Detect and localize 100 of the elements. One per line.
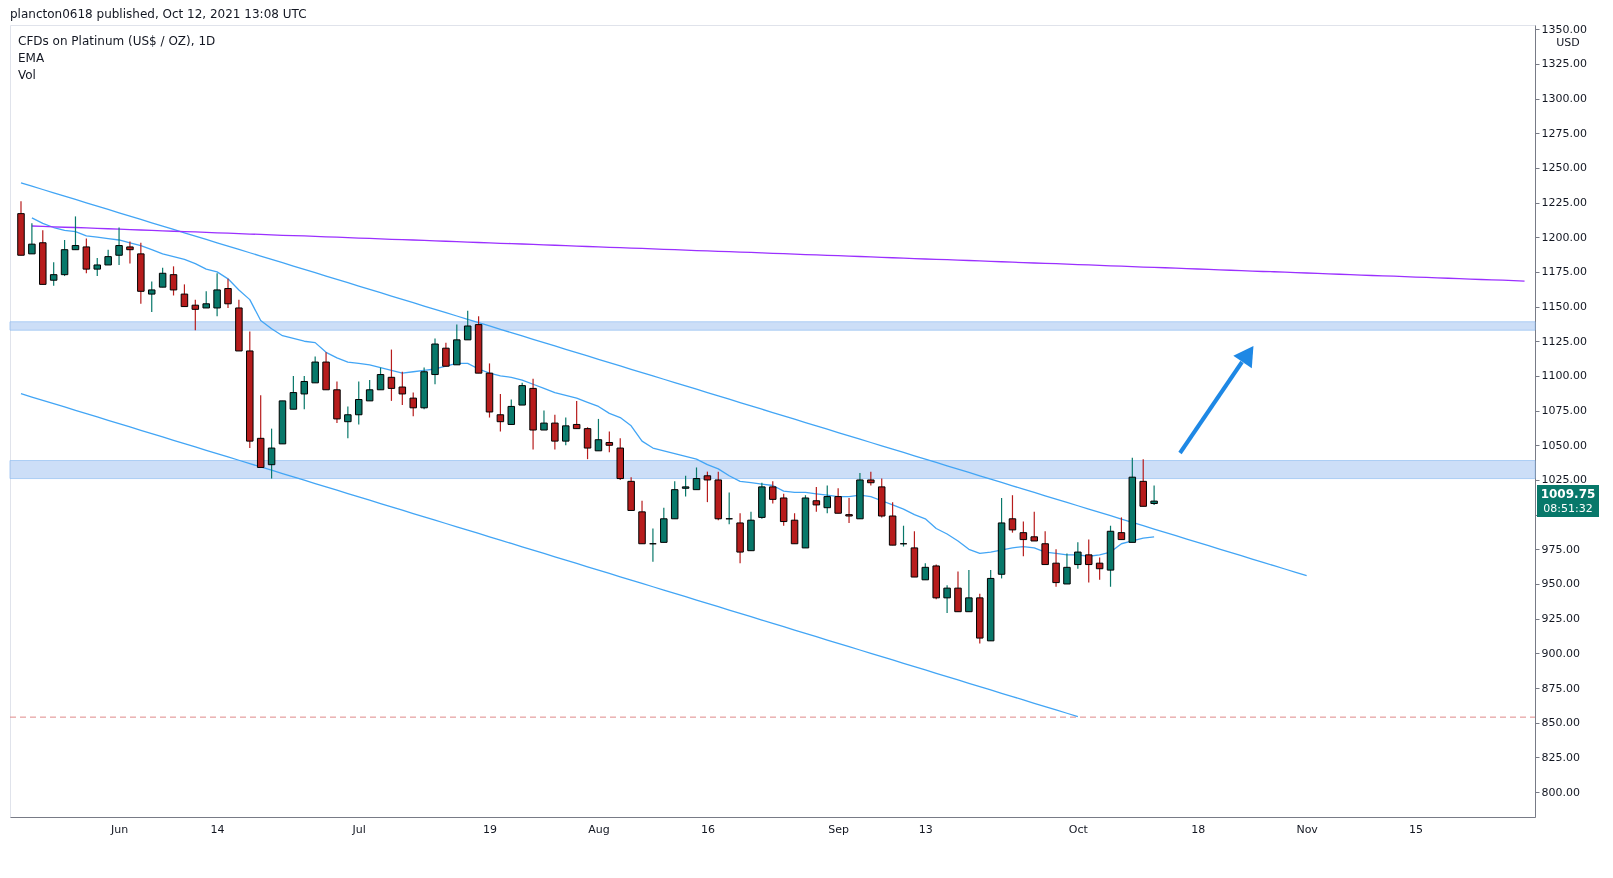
candlestick bbox=[1084, 538, 1093, 584]
candlestick bbox=[463, 310, 472, 341]
candlestick bbox=[191, 299, 200, 331]
y-tick-label: 800.00 bbox=[1541, 785, 1580, 799]
line-series bbox=[20, 393, 1079, 718]
y-tick-label: 1225.00 bbox=[1541, 196, 1587, 210]
candlestick bbox=[289, 375, 298, 410]
text: plancton0618 published, Oct 12, 2021 13:08 UTC bbox=[10, 7, 307, 21]
candlestick bbox=[692, 466, 701, 491]
y-tick-label: 1300.00 bbox=[1541, 92, 1587, 106]
candlestick bbox=[115, 226, 123, 266]
candlestick bbox=[965, 569, 973, 613]
candlestick bbox=[954, 570, 962, 613]
candlestick bbox=[49, 261, 58, 287]
x-tick-label: Jun bbox=[109, 822, 129, 836]
x-tick-label: 15 bbox=[1409, 822, 1424, 836]
x-tick-label: Oct bbox=[1068, 822, 1089, 836]
line-series bbox=[31, 225, 1526, 282]
x-tick-label: 16 bbox=[700, 822, 715, 836]
candlestick bbox=[1063, 552, 1071, 585]
candlestick bbox=[540, 410, 548, 431]
x-tick-label: Jul bbox=[351, 822, 366, 836]
candlestick bbox=[311, 355, 319, 384]
candlestick bbox=[71, 215, 80, 251]
y-tick-label: 1325.00 bbox=[1541, 57, 1587, 71]
y-tick-label: 975.00 bbox=[1541, 542, 1580, 556]
candlestick bbox=[790, 512, 799, 545]
y-axis-title: USD bbox=[1556, 36, 1580, 49]
y-tick-label: 1125.00 bbox=[1541, 334, 1587, 348]
candlestick bbox=[507, 398, 516, 426]
x-tick-label: Sep bbox=[828, 822, 850, 836]
x-tick-label: Nov bbox=[1296, 822, 1319, 836]
y-tick-label: 1250.00 bbox=[1541, 161, 1587, 175]
candlestick bbox=[1117, 516, 1126, 541]
candlestick bbox=[213, 272, 221, 317]
candlestick bbox=[1008, 494, 1017, 534]
y-tick-label: 825.00 bbox=[1541, 750, 1580, 764]
candlestick bbox=[518, 382, 526, 406]
candlestick bbox=[583, 426, 592, 460]
candlestick bbox=[562, 416, 570, 446]
line-series bbox=[20, 182, 1308, 577]
candlestick bbox=[300, 375, 309, 410]
y-tick-label: 900.00 bbox=[1541, 646, 1580, 660]
candlestick bbox=[1074, 541, 1082, 570]
y-tick-label: 1200.00 bbox=[1541, 230, 1587, 244]
candlestick bbox=[1041, 530, 1049, 566]
y-tick-label: 1150.00 bbox=[1541, 300, 1587, 314]
candlestick bbox=[1150, 484, 1158, 506]
x-tick-label: 18 bbox=[1191, 822, 1206, 836]
candlestick bbox=[442, 342, 450, 367]
x-tick-label: 14 bbox=[210, 822, 225, 836]
y-tick-label: 1275.00 bbox=[1541, 126, 1587, 140]
candlestick bbox=[845, 497, 853, 524]
candlestick bbox=[1052, 548, 1060, 588]
candlestick bbox=[93, 257, 102, 277]
y-tick-label: 925.00 bbox=[1541, 612, 1580, 626]
y-tick-label: 875.00 bbox=[1541, 681, 1580, 695]
text: 1009.75 bbox=[1540, 487, 1596, 502]
y-tick-label: 1350.00 bbox=[1541, 22, 1587, 36]
candlestick bbox=[28, 222, 36, 255]
annotation: Vol bbox=[18, 68, 36, 82]
y-tick-label: 1075.00 bbox=[1541, 404, 1587, 418]
candlestick bbox=[834, 487, 842, 514]
candlestick bbox=[180, 283, 189, 308]
candlestick bbox=[1019, 520, 1028, 557]
text: CFDs on Platinum (US$ / OZ), 1D bbox=[18, 34, 216, 48]
candlestick bbox=[344, 405, 352, 439]
candlestick bbox=[409, 391, 417, 417]
x-tick-label: 13 bbox=[918, 822, 933, 836]
y-tick-label: 1100.00 bbox=[1541, 369, 1587, 383]
candlestick bbox=[812, 486, 821, 513]
candlestick bbox=[943, 584, 951, 614]
candlestick bbox=[355, 380, 363, 426]
y-tick-label: 1175.00 bbox=[1541, 265, 1587, 279]
candlestick bbox=[267, 428, 276, 480]
candlestick bbox=[594, 418, 603, 452]
candlestick bbox=[660, 507, 668, 543]
candlestick bbox=[387, 348, 396, 402]
candlestick bbox=[169, 265, 178, 297]
candlestick bbox=[126, 240, 134, 265]
text: EMA bbox=[18, 51, 45, 65]
y-tick-label: 950.00 bbox=[1541, 577, 1580, 591]
candlestick bbox=[1030, 511, 1039, 542]
candlestick bbox=[551, 414, 559, 451]
candlestick bbox=[398, 371, 407, 406]
y-tick-label: 1050.00 bbox=[1541, 438, 1587, 452]
candlestick bbox=[703, 471, 712, 503]
candlestick bbox=[681, 475, 690, 498]
candlestick bbox=[779, 493, 788, 527]
candlestick bbox=[605, 430, 614, 453]
candlestick bbox=[376, 367, 385, 391]
candlestick bbox=[496, 393, 505, 432]
candlestick bbox=[572, 400, 581, 430]
y-tick-label: 1025.00 bbox=[1541, 473, 1587, 487]
x-tick-label: 19 bbox=[482, 822, 497, 836]
x-tick-label: Aug bbox=[588, 822, 610, 836]
candlestick bbox=[1095, 557, 1104, 581]
text: 08:51:32 bbox=[1543, 502, 1593, 516]
candlestick bbox=[769, 480, 777, 505]
y-tick-label: 850.00 bbox=[1541, 716, 1580, 730]
